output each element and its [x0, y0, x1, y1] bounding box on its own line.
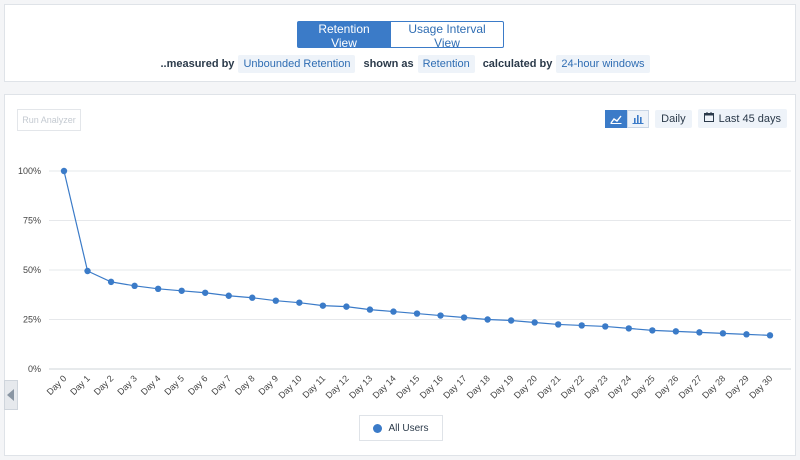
retention-view-button[interactable]: Retention View — [297, 21, 391, 50]
x-tick-label: Day 4 — [139, 373, 163, 397]
x-tick-label: Day 11 — [301, 373, 328, 400]
data-point[interactable] — [602, 323, 609, 330]
legend-label: All Users — [388, 422, 429, 434]
x-axis: Day 0 Day 1 Day 2 Day 3 Day 4 Day 5 Day 6 Day 7… — [45, 373, 775, 400]
data-point[interactable] — [507, 317, 515, 324]
y-axis: 0% 25% 50% 75% 100% — [18, 166, 41, 374]
y-tick-label: 100% — [18, 166, 41, 176]
bar-chart-icon[interactable] — [627, 109, 650, 128]
data-point[interactable] — [578, 322, 585, 329]
chart-legend[interactable]: All Users — [359, 415, 443, 441]
run-analyzer-button[interactable]: Run Analyzer — [17, 109, 81, 131]
x-tick-label: Day 24 — [606, 373, 633, 400]
chart-panel: Run Analyzer Daily Last 45 days 0% 25% 50%… — [4, 94, 796, 456]
x-tick-label: Day 30 — [747, 373, 774, 400]
chart-type-toggle — [605, 109, 650, 128]
chart-grid — [49, 170, 791, 370]
data-point[interactable] — [555, 321, 562, 328]
x-tick-label: Day 26 — [653, 373, 680, 400]
data-point[interactable] — [460, 314, 468, 321]
data-point[interactable] — [319, 302, 327, 309]
x-tick-label: Day 14 — [371, 373, 398, 400]
date-range-label: Last 45 days — [718, 112, 781, 125]
data-point[interactable] — [743, 331, 750, 338]
x-tick-label: Day 21 — [535, 373, 562, 400]
x-tick-label: Day 15 — [394, 373, 421, 400]
data-point[interactable] — [390, 308, 397, 315]
data-point[interactable] — [225, 292, 232, 299]
chevron-left-icon — [7, 389, 14, 401]
data-point[interactable] — [625, 325, 632, 332]
calculated-by-label: calculated by — [482, 58, 553, 70]
x-tick-label: Day 17 — [441, 373, 468, 400]
x-tick-label: Day 18 — [465, 373, 492, 400]
calendar-icon — [703, 112, 714, 125]
side-collapse-handle[interactable] — [4, 380, 18, 410]
data-point[interactable] — [484, 316, 491, 323]
x-tick-label: Day 23 — [582, 373, 609, 400]
data-point[interactable] — [696, 329, 703, 336]
shown-as-dropdown[interactable]: Retention — [417, 55, 475, 73]
data-point[interactable] — [437, 312, 444, 319]
view-toggle: Retention View Usage Interval View — [297, 21, 504, 50]
data-point[interactable] — [296, 299, 303, 306]
settings-panel: Retention View Usage Interval View ..mea… — [4, 4, 796, 82]
series-points — [60, 167, 774, 339]
x-tick-label: Day 10 — [277, 373, 304, 400]
measured-by-dropdown[interactable]: Unbounded Retention — [238, 55, 356, 73]
x-tick-label: Day 20 — [512, 373, 539, 400]
data-point[interactable] — [60, 167, 68, 175]
measure-settings: ..measured by Unbounded Retention shown … — [5, 55, 797, 73]
x-tick-label: Day 0 — [45, 373, 69, 397]
date-range-dropdown[interactable]: Last 45 days — [697, 109, 787, 128]
data-point[interactable] — [202, 289, 209, 296]
y-tick-label: 75% — [23, 216, 41, 226]
data-point[interactable] — [343, 303, 350, 310]
x-tick-label: Day 25 — [630, 373, 657, 400]
y-tick-label: 25% — [23, 315, 41, 325]
x-tick-label: Day 29 — [724, 373, 751, 400]
x-tick-label: Day 13 — [347, 373, 374, 400]
interval-label: Daily — [661, 112, 686, 125]
data-point[interactable] — [413, 310, 421, 317]
retention-chart: 0%25%50%75%100% Day 0 Day 1 Day 2 Day 3 Day … — [18, 166, 791, 401]
interval-dropdown[interactable]: Daily — [655, 109, 692, 128]
x-tick-label: Day 22 — [559, 373, 586, 400]
measured-by-label: ..measured by — [160, 58, 235, 70]
x-tick-label: Day 5 — [162, 373, 186, 397]
chart-toolbar: Daily Last 45 days — [605, 109, 787, 128]
shown-as-label: shown as — [363, 58, 414, 70]
data-point[interactable] — [366, 306, 374, 313]
line-chart-icon[interactable] — [605, 109, 628, 128]
x-tick-label: Day 7 — [209, 373, 233, 397]
x-tick-label: Day 2 — [92, 373, 116, 397]
x-tick-label: Day 19 — [488, 373, 515, 400]
x-tick-label: Day 28 — [700, 373, 727, 400]
legend-swatch — [373, 423, 383, 433]
data-point[interactable] — [766, 332, 774, 339]
data-point[interactable] — [272, 297, 279, 304]
data-point[interactable] — [154, 285, 162, 293]
data-point[interactable] — [672, 328, 680, 335]
data-point[interactable] — [178, 287, 185, 294]
x-tick-label: Day 1 — [68, 373, 92, 397]
data-point[interactable] — [719, 330, 727, 337]
x-tick-label: Day 12 — [324, 373, 351, 400]
data-point[interactable] — [84, 267, 91, 275]
x-tick-label: Day 16 — [418, 373, 445, 400]
data-point[interactable] — [107, 278, 115, 286]
data-point[interactable] — [531, 319, 538, 326]
y-tick-label: 50% — [23, 265, 41, 275]
x-tick-label: Day 6 — [186, 373, 210, 397]
usage-interval-view-button[interactable]: Usage Interval View — [391, 21, 504, 50]
data-point[interactable] — [649, 327, 656, 334]
x-tick-label: Day 8 — [233, 373, 257, 397]
y-tick-label: 0% — [28, 364, 41, 374]
data-point[interactable] — [249, 294, 256, 301]
data-point[interactable] — [131, 282, 138, 290]
calculated-by-dropdown[interactable]: 24-hour windows — [556, 55, 650, 73]
x-tick-label: Day 27 — [677, 373, 704, 400]
x-tick-label: Day 3 — [115, 373, 139, 397]
